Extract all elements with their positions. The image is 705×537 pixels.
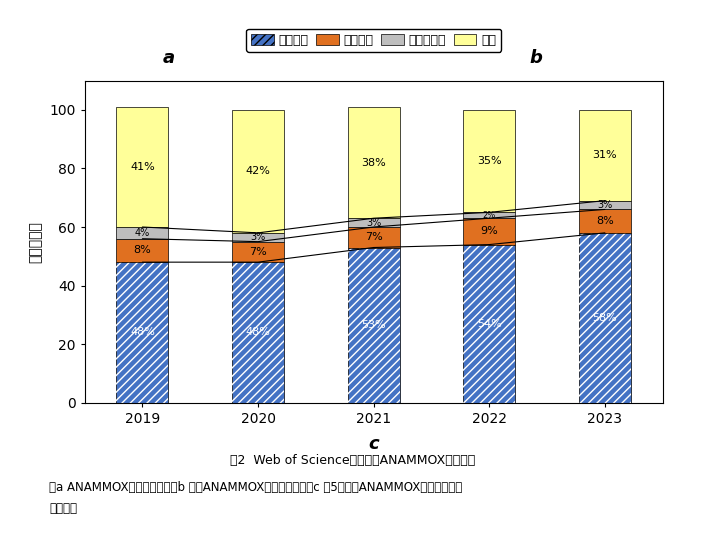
Bar [463, 218, 515, 244]
Bar [348, 218, 400, 227]
Text: 31%: 31% [593, 150, 617, 160]
Bar [116, 262, 168, 403]
Text: 2%: 2% [483, 211, 496, 220]
Bar [463, 110, 515, 212]
Bar [579, 233, 631, 403]
Bar [463, 212, 515, 218]
Text: c: c [368, 435, 379, 453]
Text: a: a [163, 49, 176, 67]
Bar [348, 248, 400, 403]
Bar [232, 110, 284, 233]
Text: 4%: 4% [135, 228, 150, 238]
Text: 42%: 42% [245, 166, 271, 176]
Text: 图2  Web of Science文章检索ANAMMOX研究论文: 图2 Web of Science文章检索ANAMMOX研究论文 [230, 454, 475, 467]
Bar [348, 107, 400, 218]
Bar [232, 262, 284, 403]
Text: 3%: 3% [597, 200, 613, 210]
Text: 占比。）: 占比。） [49, 502, 78, 515]
Bar [463, 244, 515, 403]
Text: 41%: 41% [130, 162, 155, 172]
Y-axis label: 比例（％）: 比例（％） [28, 221, 42, 263]
Text: 7%: 7% [249, 247, 267, 257]
Bar [116, 227, 168, 239]
Text: 48%: 48% [130, 328, 155, 337]
Text: 54%: 54% [477, 318, 502, 329]
Text: 8%: 8% [133, 245, 152, 256]
Bar [348, 227, 400, 248]
Bar [579, 233, 631, 403]
Bar [232, 242, 284, 262]
Bar [232, 262, 284, 403]
Bar [116, 239, 168, 262]
Text: 58%: 58% [592, 313, 618, 323]
Bar [463, 244, 515, 403]
Bar [579, 110, 631, 201]
Text: 9%: 9% [480, 227, 498, 236]
Text: （a ANAMMOX研究论文数量；b 中国ANAMMOX基质研究类型；c 近5年中国ANAMMOX基质研究类型: （a ANAMMOX研究论文数量；b 中国ANAMMOX基质研究类型；c 近5年… [49, 481, 462, 494]
Bar [579, 201, 631, 209]
Text: 3%: 3% [250, 233, 266, 242]
Text: 35%: 35% [477, 156, 501, 166]
Bar [579, 209, 631, 233]
Bar [348, 248, 400, 403]
Text: 7%: 7% [364, 233, 383, 242]
Bar [116, 107, 168, 227]
Text: b: b [529, 49, 542, 67]
Text: 53%: 53% [362, 320, 386, 330]
Bar [116, 262, 168, 403]
Text: 38%: 38% [361, 157, 386, 168]
Bar [232, 233, 284, 242]
Text: 48%: 48% [245, 328, 271, 337]
Text: 8%: 8% [596, 216, 614, 226]
Text: 3%: 3% [366, 217, 381, 228]
Legend: 生活污水, 工业废水, 垃圾渗滤液, 其他: 生活污水, 工业废水, 垃圾渗滤液, 其他 [246, 29, 501, 52]
